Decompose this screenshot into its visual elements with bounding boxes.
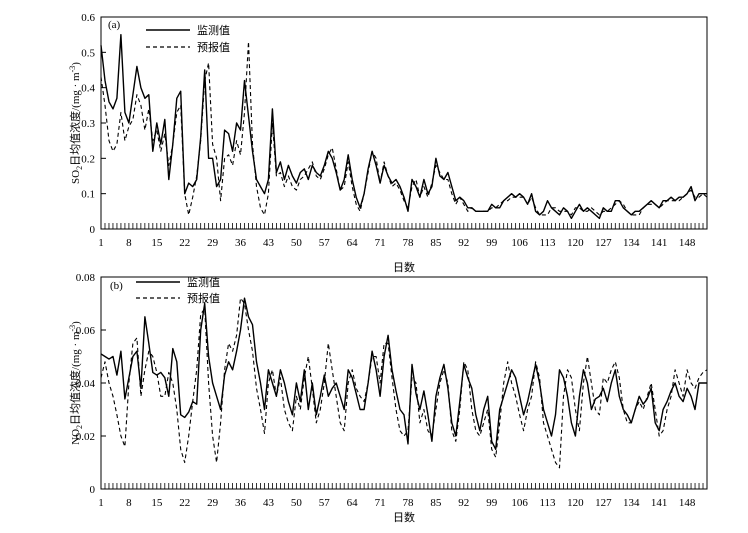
x-tick-label: 113	[539, 237, 556, 249]
legend: 监测值 预报值	[136, 276, 220, 305]
y-axis-title: NO2日均值浓度/(mg · m-3)	[68, 321, 84, 445]
x-tick-label: 120	[567, 237, 584, 249]
axis-ticks: 0 0.02 0.04 0.06 0.08 1 8 15 22 29 36 43 50 57 64 71 78 8…	[76, 272, 708, 509]
y-tick-label: 0.02	[76, 431, 95, 443]
legend-label-observed: 监测值	[187, 276, 220, 289]
plot-frame	[100, 276, 708, 490]
x-tick-label: 78	[402, 497, 414, 509]
x-tick-label: 71	[375, 237, 386, 249]
x-axis-title: 日数	[393, 511, 415, 524]
y-tick-label: 0.1	[81, 189, 95, 201]
x-tick-label: 1	[98, 497, 104, 509]
y-axis-title-subscript: 2	[75, 425, 84, 429]
legend-label-observed: 监测值	[197, 24, 230, 37]
x-tick-label: 141	[651, 497, 668, 509]
forecast-series-line	[100, 297, 708, 469]
x-tick-label: 64	[347, 237, 359, 249]
observed-series-line	[100, 34, 707, 220]
x-tick-label: 8	[126, 497, 132, 509]
x-tick-label: 36	[235, 237, 247, 249]
panel-label: (a)	[108, 19, 121, 31]
x-tick-label: 29	[207, 497, 219, 509]
x-tick-label: 15	[151, 497, 163, 509]
x-tick-label: 127	[595, 237, 612, 249]
x-tick-label: 15	[151, 237, 163, 249]
y-tick-label: 0.04	[76, 378, 96, 390]
x-tick-label: 99	[486, 237, 498, 249]
y-tick-label: 0.06	[76, 325, 96, 337]
x-tick-label: 78	[402, 237, 414, 249]
x-tick-label: 64	[347, 497, 359, 509]
y-tick-label: 0.2	[81, 153, 95, 165]
y-tick-label: 0.5	[81, 47, 95, 59]
no2-chart-panel: (b) 0 0.02 0.04 0.06 0.08 1 8 15 22 29 36 43 50 57 64 7…	[68, 272, 708, 524]
x-tick-label: 120	[567, 497, 584, 509]
legend: 监测值 预报值	[146, 24, 230, 54]
x-tick-label: 36	[235, 497, 247, 509]
x-tick-label: 92	[458, 497, 469, 509]
y-axis-title-rest: 日均值浓度/(mg · m	[68, 72, 82, 166]
x-tick-label: 57	[319, 497, 331, 509]
panel-label: (b)	[110, 280, 123, 292]
x-tick-label: 99	[486, 497, 498, 509]
series-layer	[100, 297, 708, 469]
x-tick-label: 8	[126, 237, 132, 249]
y-axis-title-main: NO	[70, 429, 82, 445]
x-tick-label: 141	[651, 237, 668, 249]
x-tick-label: 106	[511, 497, 528, 509]
y-tick-label: 0.3	[81, 118, 95, 130]
x-tick-label: 148	[679, 497, 696, 509]
y-axis-title-superscript: -3	[68, 325, 77, 332]
x-tick-label: 50	[291, 237, 303, 249]
x-tick-label: 43	[263, 497, 275, 509]
legend-label-forecast: 预报值	[187, 291, 220, 305]
y-axis-title-rest: 日均值浓度/(mg · m	[68, 331, 82, 425]
y-tick-label: 0.08	[76, 272, 96, 284]
legend-label-forecast: 预报值	[197, 40, 230, 54]
x-tick-label: 43	[263, 237, 275, 249]
x-tick-label: 71	[375, 497, 386, 509]
y-axis-title-subscript: 2	[75, 166, 84, 170]
y-axis-title-close: )	[70, 62, 82, 66]
x-tick-label: 134	[623, 237, 640, 249]
x-tick-label: 22	[179, 497, 190, 509]
y-tick-label: 0.4	[81, 83, 95, 95]
x-tick-label: 148	[679, 237, 696, 249]
x-tick-label: 85	[430, 237, 442, 249]
x-axis-title: 日数	[393, 261, 415, 274]
y-tick-label: 0	[90, 484, 96, 496]
y-tick-label: 0	[90, 224, 96, 236]
x-tick-label: 106	[511, 237, 528, 249]
y-tick-label: 0.6	[81, 12, 95, 24]
axis-ticks: 0 0.1 0.2 0.3 0.4 0.5 0.6 1 8 15 22 29 36 43 50 57 64 71 7…	[81, 12, 708, 249]
x-tick-label: 85	[430, 497, 442, 509]
y-axis-title-superscript: -3	[68, 66, 77, 73]
x-tick-label: 1	[98, 237, 104, 249]
x-tick-label: 127	[595, 497, 612, 509]
y-axis-title: SO2日均值浓度/(mg · m-3)	[68, 62, 84, 184]
observed-series-line	[100, 297, 707, 450]
so2-chart-panel: (a) 0 0.1 0.2 0.3 0.4 0.5 0.6 1 8 15 22 29 36 43 50 57 6…	[68, 12, 708, 274]
x-tick-label: 113	[539, 497, 556, 509]
forecast-series-line	[100, 41, 708, 216]
series-layer	[100, 34, 708, 220]
x-tick-label: 57	[319, 237, 331, 249]
x-tick-label: 50	[291, 497, 303, 509]
x-tick-label: 29	[207, 237, 219, 249]
x-tick-label: 92	[458, 237, 469, 249]
x-tick-label: 134	[623, 497, 640, 509]
x-tick-label: 22	[179, 237, 190, 249]
y-axis-title-main: SO	[70, 170, 82, 184]
y-axis-title-close: )	[70, 321, 82, 325]
